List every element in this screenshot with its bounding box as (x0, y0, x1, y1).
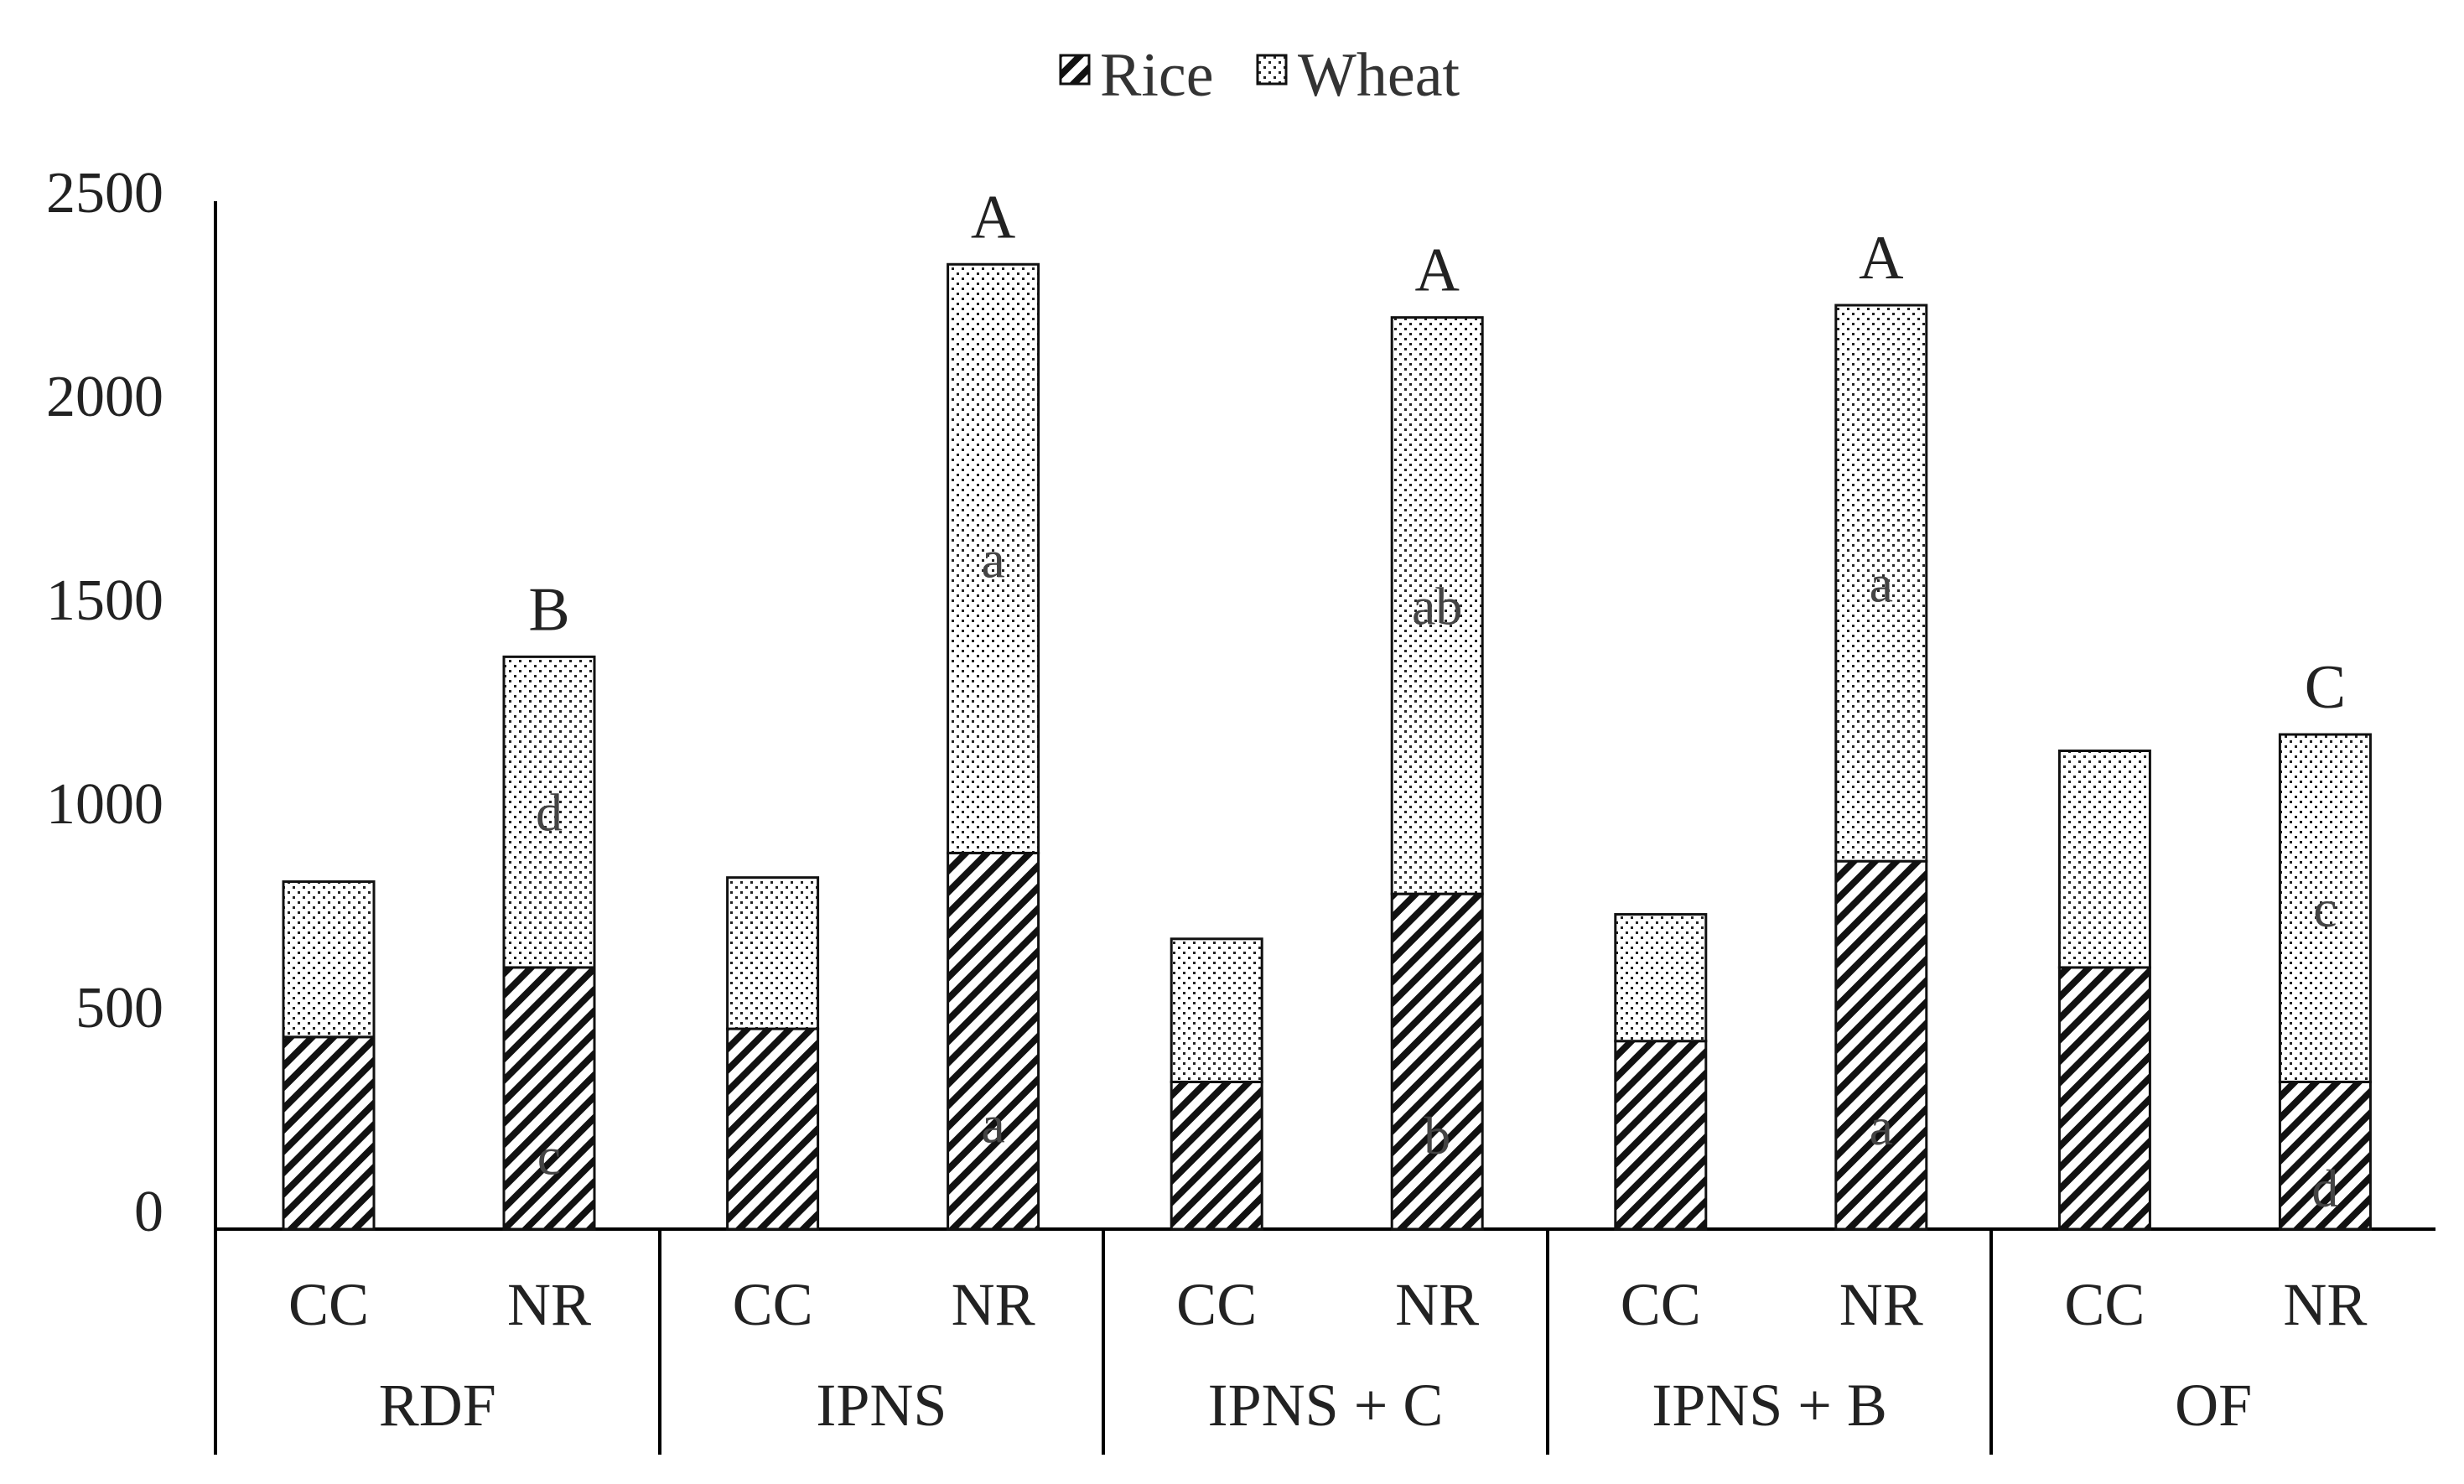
bar-wheat-4-nr (2278, 733, 2372, 1083)
bar-wheat-3-nr (1834, 304, 1928, 863)
legend-swatch-wheat (1256, 54, 1288, 86)
rice-letter-2-nr: b (1424, 1106, 1450, 1165)
y-tick-2500: 2500 (46, 161, 163, 226)
category-label-1-nr: NR (952, 1271, 1035, 1338)
total-letter-2-nr: A (1414, 236, 1459, 305)
bar-rice-2-cc (1170, 1080, 1263, 1231)
bar-rice-0-cc (282, 1035, 376, 1231)
bar-wheat-0-cc (282, 880, 376, 1039)
category-label-1-cc: CC (733, 1271, 813, 1338)
bar-rice-3-nr (1834, 859, 1928, 1231)
bar-wheat-2-cc (1170, 937, 1263, 1083)
wheat-letter-2-nr: ab (1412, 576, 1462, 636)
bar-rice-4-nr (2278, 1080, 2372, 1231)
bars (282, 262, 2372, 1231)
category-label-4-cc: CC (2064, 1271, 2145, 1338)
bar-rice-1-cc (726, 1027, 820, 1231)
wheat-letter-0-nr: d (536, 783, 563, 843)
group-label-4: OF (2175, 1372, 2252, 1439)
y-axis-ticks: 0 500 1000 1500 2000 2500 (46, 161, 163, 1244)
bar-rice-4-cc (2057, 966, 2151, 1231)
group-label-3: IPNS + B (1652, 1372, 1887, 1439)
total-letter-0-nr: B (528, 575, 569, 644)
legend-swatch-rice (1059, 54, 1091, 86)
total-letter-1-nr: A (971, 183, 1015, 252)
rice-letter-0-nr: c (537, 1127, 561, 1186)
rice-letter-3-nr: a (1870, 1097, 1893, 1156)
bar-rice-1-nr (947, 851, 1040, 1231)
category-label-0-cc: CC (288, 1271, 369, 1338)
y-tick-1000: 1000 (46, 772, 163, 837)
wheat-letter-3-nr: a (1870, 554, 1893, 614)
bar-wheat-4-cc (2057, 750, 2151, 969)
y-tick-500: 500 (75, 976, 163, 1040)
y-tick-0: 0 (134, 1180, 163, 1244)
group-labels: RDF IPNS IPNS + C IPNS + B OF (379, 1372, 2252, 1439)
wheat-letter-4-nr: c (2313, 879, 2337, 938)
rice-letter-1-nr: a (981, 1094, 1004, 1154)
total-letter-3-nr: A (1859, 224, 1903, 293)
bar-wheat-1-cc (726, 876, 820, 1030)
category-labels: CC NR CC NR CC NR CC NR CC NR (288, 1271, 2367, 1338)
bar-wheat-2-nr (1390, 316, 1484, 895)
category-label-2-nr: NR (1395, 1271, 1479, 1338)
wheat-letter-1-nr: a (981, 529, 1004, 589)
total-letters: B A A A C (528, 183, 2346, 722)
legend-label-wheat: Wheat (1298, 41, 1460, 110)
legend-label-rice: Rice (1100, 41, 1214, 110)
legend: Rice Wheat (1059, 41, 1460, 110)
bar-wheat-1-nr (947, 262, 1040, 854)
category-label-3-cc: CC (1621, 1271, 1701, 1338)
bar-wheat-3-cc (1614, 913, 1708, 1043)
category-label-3-nr: NR (1839, 1271, 1923, 1338)
group-label-1: IPNS (816, 1372, 947, 1439)
bar-rice-3-cc (1614, 1040, 1708, 1231)
y-tick-2000: 2000 (46, 365, 163, 429)
rice-letter-4-nr: d (2311, 1159, 2338, 1218)
bar-rice-2-nr (1390, 892, 1484, 1231)
group-label-0: RDF (379, 1372, 496, 1439)
bar-wheat-0-nr (502, 655, 596, 969)
bar-rice-0-nr (502, 966, 596, 1231)
category-label-0-nr: NR (507, 1271, 591, 1338)
y-tick-1500: 1500 (46, 568, 163, 633)
category-label-4-nr: NR (2283, 1271, 2367, 1338)
group-label-2: IPNS + C (1208, 1372, 1444, 1439)
total-letter-4-nr: C (2305, 653, 2346, 722)
category-label-2-cc: CC (1176, 1271, 1257, 1338)
